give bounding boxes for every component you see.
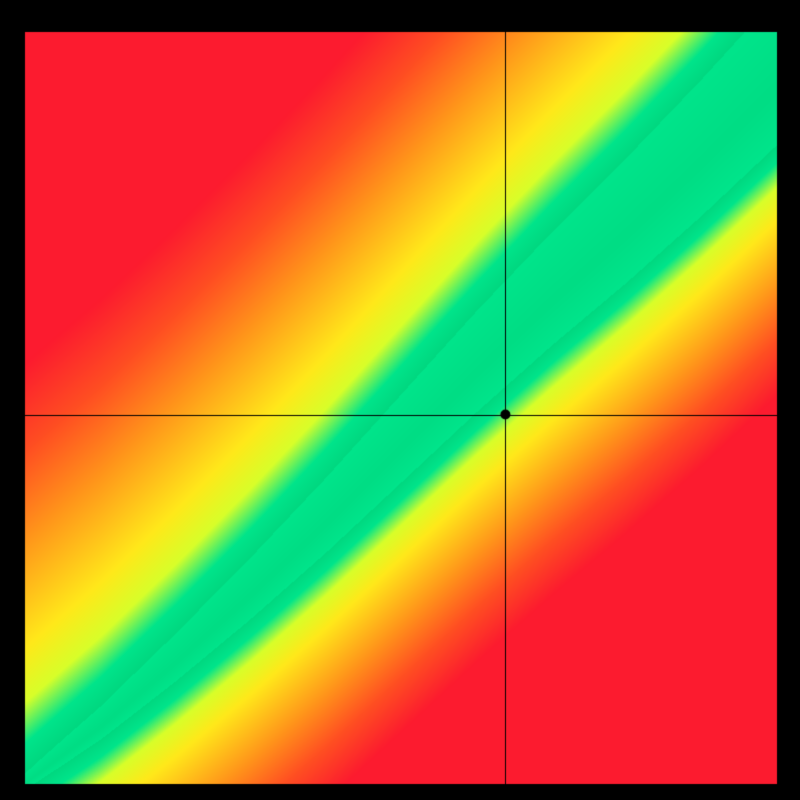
chart-container: TheBottleneck.com — [0, 0, 800, 800]
bottleneck-heatmap — [0, 0, 800, 800]
